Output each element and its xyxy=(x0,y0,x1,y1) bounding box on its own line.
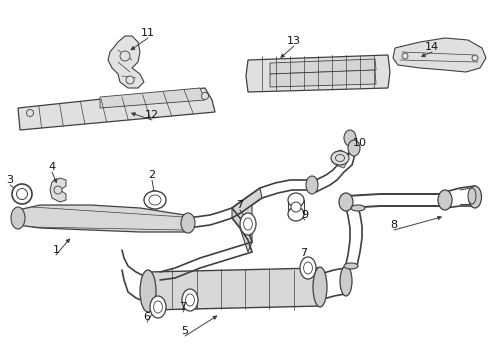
Ellipse shape xyxy=(313,267,327,307)
Ellipse shape xyxy=(306,176,318,194)
Ellipse shape xyxy=(300,257,316,279)
Text: 7: 7 xyxy=(300,248,308,258)
Polygon shape xyxy=(246,55,390,92)
Circle shape xyxy=(291,202,301,212)
Ellipse shape xyxy=(438,190,452,210)
Circle shape xyxy=(472,55,478,61)
Ellipse shape xyxy=(331,151,349,165)
Ellipse shape xyxy=(182,289,198,311)
Ellipse shape xyxy=(339,193,353,211)
Text: 13: 13 xyxy=(287,36,301,46)
Polygon shape xyxy=(232,188,262,252)
Polygon shape xyxy=(18,88,215,130)
Polygon shape xyxy=(108,36,144,88)
Ellipse shape xyxy=(149,195,161,205)
Ellipse shape xyxy=(340,266,352,296)
Text: 8: 8 xyxy=(391,220,397,230)
Text: 12: 12 xyxy=(145,110,159,120)
Ellipse shape xyxy=(144,191,166,209)
Ellipse shape xyxy=(288,207,304,221)
Ellipse shape xyxy=(468,186,482,208)
Text: 11: 11 xyxy=(141,28,155,38)
Text: 6: 6 xyxy=(144,312,150,322)
Ellipse shape xyxy=(240,213,256,235)
Polygon shape xyxy=(270,59,376,74)
Text: 2: 2 xyxy=(148,170,155,180)
Ellipse shape xyxy=(181,213,195,233)
Polygon shape xyxy=(270,70,376,87)
Ellipse shape xyxy=(344,130,356,146)
Ellipse shape xyxy=(344,263,358,269)
Circle shape xyxy=(120,51,130,61)
Text: 7: 7 xyxy=(237,200,244,210)
Text: 1: 1 xyxy=(52,245,59,255)
Ellipse shape xyxy=(186,294,195,306)
Polygon shape xyxy=(332,150,347,168)
Ellipse shape xyxy=(140,270,156,312)
Ellipse shape xyxy=(304,262,313,274)
Ellipse shape xyxy=(244,218,252,230)
Text: 4: 4 xyxy=(49,162,55,172)
Text: 9: 9 xyxy=(301,210,309,220)
Ellipse shape xyxy=(12,184,32,204)
Circle shape xyxy=(26,109,33,117)
Polygon shape xyxy=(18,205,188,232)
Polygon shape xyxy=(100,88,205,108)
Text: 5: 5 xyxy=(181,326,189,336)
Polygon shape xyxy=(393,38,486,72)
Ellipse shape xyxy=(11,207,25,229)
Ellipse shape xyxy=(150,296,166,318)
Text: 14: 14 xyxy=(425,42,439,52)
Ellipse shape xyxy=(336,154,344,162)
Ellipse shape xyxy=(153,301,162,313)
Circle shape xyxy=(126,76,134,84)
Text: 3: 3 xyxy=(6,175,14,185)
Ellipse shape xyxy=(351,205,365,211)
Ellipse shape xyxy=(468,188,476,204)
Ellipse shape xyxy=(17,189,27,199)
Circle shape xyxy=(201,93,209,99)
Text: 7: 7 xyxy=(179,302,187,312)
Polygon shape xyxy=(50,178,66,202)
Circle shape xyxy=(402,53,408,59)
Text: 10: 10 xyxy=(353,138,367,148)
Circle shape xyxy=(54,186,62,194)
Ellipse shape xyxy=(348,140,360,156)
Ellipse shape xyxy=(288,193,304,207)
Polygon shape xyxy=(144,268,322,310)
